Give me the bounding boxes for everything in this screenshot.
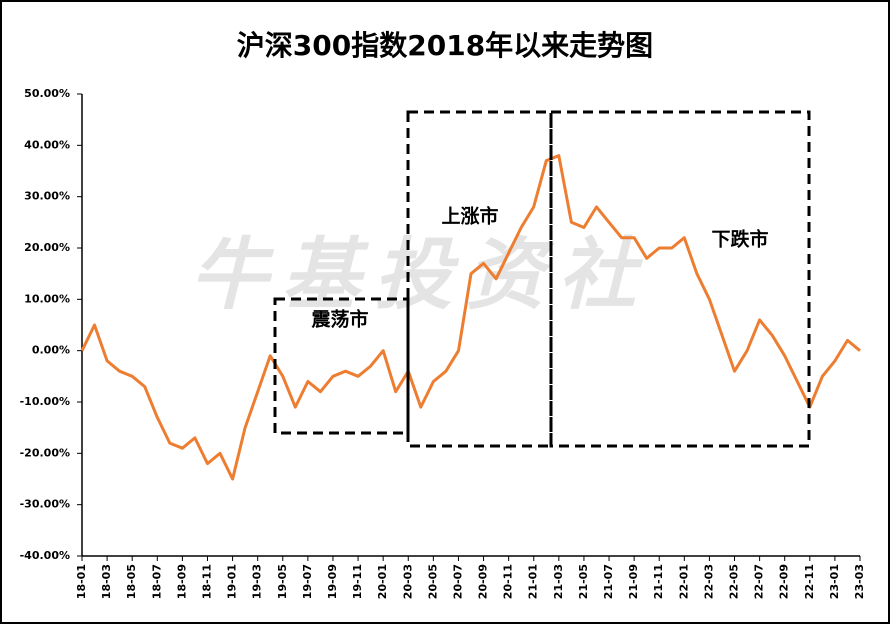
x-tick-label: 19-11 xyxy=(351,564,364,599)
annotation: 下跌市 xyxy=(711,228,768,251)
x-tick-label: 19-09 xyxy=(326,564,339,599)
x-tick-label: 21-11 xyxy=(652,564,665,599)
x-tick-label: 23-03 xyxy=(853,564,866,599)
y-tick-label: 10.00% xyxy=(24,292,70,305)
plot-area: -40.00% -30.00% -20.00% -10.00% 0.00% 10.00% 2… xyxy=(20,87,866,599)
x-tick-label: 22-11 xyxy=(803,564,816,599)
x-tick-label: 19-07 xyxy=(301,564,314,599)
y-tick-label: -10.00% xyxy=(20,395,70,408)
y-tick-label: 30.00% xyxy=(24,190,70,203)
x-tick-label: 18-01 xyxy=(75,564,88,599)
x-tick-label: 22-01 xyxy=(677,564,690,599)
x-tick-label: 19-03 xyxy=(251,564,264,599)
line-series xyxy=(80,154,861,481)
y-tick-label: -30.00% xyxy=(20,498,70,511)
y-tick-label: 50.00% xyxy=(24,87,70,100)
x-tick-label: 21-05 xyxy=(577,564,590,599)
range-box xyxy=(549,110,811,448)
x-tick-label: 18-07 xyxy=(150,564,163,599)
annotation: 上涨市 xyxy=(441,205,498,228)
x-tick-label: 23-01 xyxy=(828,564,841,599)
x-tick-label: 22-03 xyxy=(702,564,715,599)
y-tick-label: 0.00% xyxy=(32,344,70,357)
x-tick-label: 22-05 xyxy=(728,564,741,599)
y-tick-label: 40.00% xyxy=(24,138,70,151)
x-tick-label: 18-05 xyxy=(125,564,138,599)
x-tick-label: 21-09 xyxy=(627,564,640,599)
x-tick-label: 20-09 xyxy=(477,564,490,599)
watermark: 牛基投资社 xyxy=(190,230,650,320)
x-tick-label: 20-03 xyxy=(401,564,414,599)
x-tick-label: 20-11 xyxy=(502,564,515,599)
x-tick-label: 20-01 xyxy=(376,564,389,599)
y-tick-label: -40.00% xyxy=(20,549,70,562)
x-tick-label: 19-01 xyxy=(226,564,239,599)
x-tick-label: 21-01 xyxy=(527,564,540,599)
x-tick-label: 18-03 xyxy=(100,564,113,599)
x-tick-label: 21-03 xyxy=(552,564,565,599)
y-tick-label: -20.00% xyxy=(20,446,70,459)
annotation: 震荡市 xyxy=(311,308,368,331)
x-tick-label: 21-07 xyxy=(602,564,615,599)
x-tick-label: 18-09 xyxy=(175,564,188,599)
x-tick-label: 19-05 xyxy=(276,564,289,599)
range-box xyxy=(273,297,410,435)
x-tick-label: 18-11 xyxy=(200,564,213,599)
x-tick-label: 20-07 xyxy=(451,564,464,599)
x-tick-label: 22-09 xyxy=(778,564,791,599)
y-tick-label: 20.00% xyxy=(24,241,70,254)
x-tick-label: 22-07 xyxy=(753,564,766,599)
chart-title: 沪深300指数2018年以来走势图 xyxy=(237,29,653,62)
x-tick-label: 20-05 xyxy=(426,564,439,599)
